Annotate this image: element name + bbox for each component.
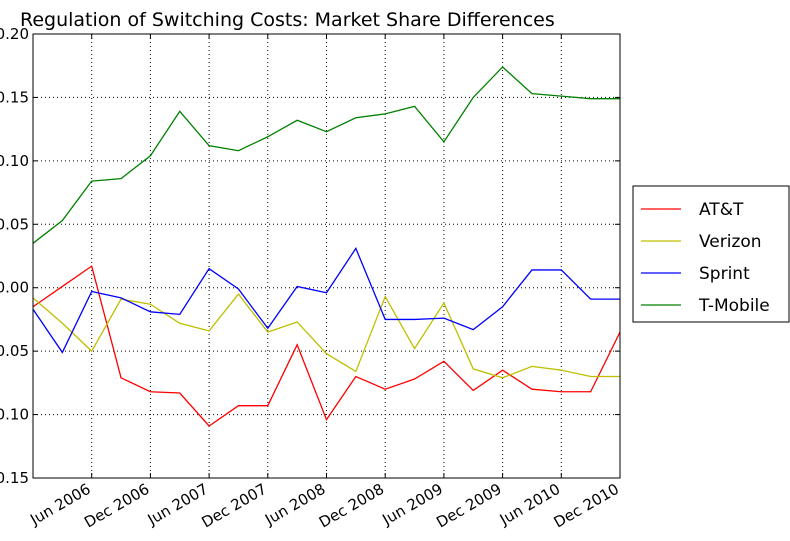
x-tick-label: Dec 2009 — [433, 480, 504, 532]
x-tick-label: Dec 2007 — [198, 480, 269, 532]
y-tick-label: 0.00 — [0, 279, 29, 297]
legend-label: AT&T — [699, 200, 744, 220]
y-tick-label: 0.15 — [0, 88, 29, 106]
legend-label: Verizon — [699, 232, 762, 252]
y-tick-label: −0.05 — [0, 342, 29, 360]
y-tick-label: 0.05 — [0, 215, 29, 233]
x-tick-label: Dec 2010 — [551, 480, 622, 532]
series-line — [32, 293, 620, 379]
y-tick-label: 0.20 — [0, 25, 29, 43]
series-line — [32, 247, 620, 354]
chart-title: Regulation of Switching Costs: Market Sh… — [20, 9, 555, 31]
x-tick-label: Dec 2006 — [81, 480, 152, 532]
series-line — [32, 66, 620, 244]
y-tick-label: 0.10 — [0, 152, 29, 170]
series-line — [32, 265, 621, 427]
y-tick-label: −0.15 — [0, 469, 29, 487]
legend-label: T-Mobile — [698, 296, 770, 316]
y-tick-label: −0.10 — [0, 406, 29, 424]
plot-frame — [32, 33, 621, 479]
legend-label: Sprint — [699, 264, 750, 284]
x-tick-label: Dec 2008 — [316, 480, 387, 532]
